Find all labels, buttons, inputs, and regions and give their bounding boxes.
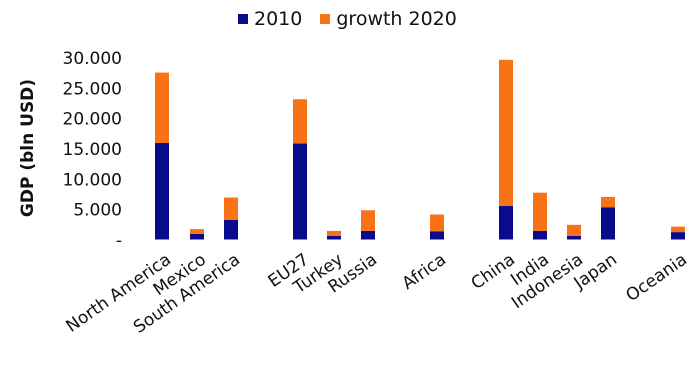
legend-item-2010: 2010 <box>238 8 302 30</box>
legend-label-2010: 2010 <box>254 8 303 30</box>
bar-2010 <box>533 230 547 240</box>
bar-growth-2020 <box>224 197 238 220</box>
bar-2010 <box>293 143 307 240</box>
y-tick-label: 5.000 <box>73 201 122 221</box>
y-tick-label: 10.000 <box>63 170 122 190</box>
bar-2010 <box>361 230 375 240</box>
bar-growth-2020 <box>430 214 444 232</box>
bar-2010 <box>155 142 169 240</box>
bar-growth-2020 <box>671 226 685 233</box>
legend-label-growth-2020: growth 2020 <box>336 8 457 30</box>
bar-growth-2020 <box>361 210 375 231</box>
x-tick-label: Oceania <box>622 250 690 306</box>
y-tick-label: 15.000 <box>63 140 122 160</box>
bar-2010 <box>190 233 204 240</box>
legend-item-growth-2020: growth 2020 <box>320 8 457 30</box>
bar-2010 <box>430 231 444 240</box>
y-tick-label: 25.000 <box>63 79 122 99</box>
legend-swatch-growth-2020 <box>320 14 331 24</box>
bar-growth-2020 <box>601 196 615 208</box>
legend: 2010 growth 2020 <box>238 8 475 30</box>
y-tick-label: 20.000 <box>63 110 122 130</box>
y-tick-label: - <box>116 231 122 251</box>
bar-2010 <box>671 232 685 240</box>
bar-2010 <box>327 235 341 240</box>
bar-growth-2020 <box>293 99 307 144</box>
bar-growth-2020 <box>190 229 204 234</box>
y-axis-label: GDP (bln USD) <box>18 78 38 218</box>
bar-growth-2020 <box>499 59 513 207</box>
bar-2010 <box>601 207 615 240</box>
bar-growth-2020 <box>533 192 547 231</box>
bar-growth-2020 <box>327 230 341 236</box>
x-tick-label: Africa <box>399 250 450 294</box>
bar-2010 <box>567 235 581 240</box>
bar-growth-2020 <box>567 224 581 236</box>
bar-2010 <box>499 206 513 240</box>
legend-swatch-2010 <box>238 14 248 24</box>
bar-growth-2020 <box>155 72 169 143</box>
bar-2010 <box>224 219 238 240</box>
y-tick-label: 30.000 <box>63 49 122 69</box>
